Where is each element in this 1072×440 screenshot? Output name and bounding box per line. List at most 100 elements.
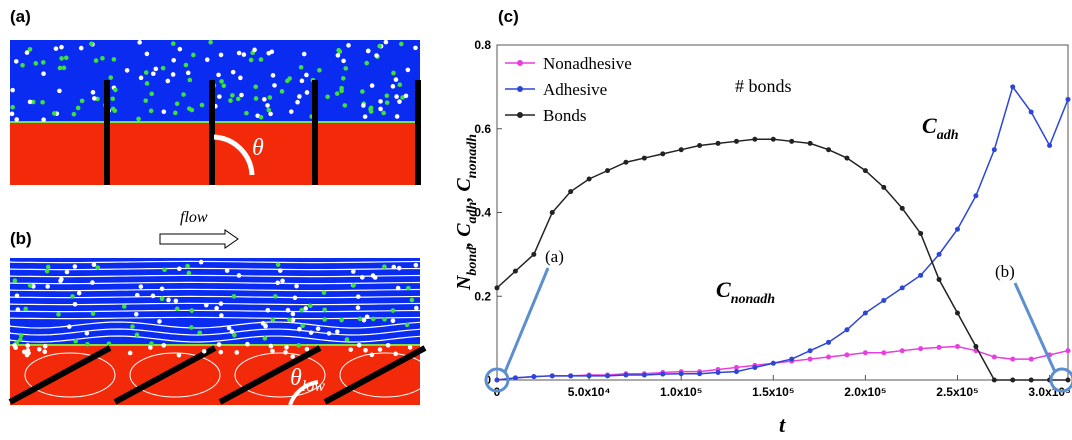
particle: [27, 283, 33, 288]
series-line: [496, 85, 1069, 381]
particle: [197, 330, 203, 336]
particle: [143, 70, 149, 75]
particle: [95, 265, 101, 270]
particle: [409, 297, 415, 303]
point: [954, 344, 960, 349]
annotation: Cnonadh: [716, 277, 775, 307]
point: [733, 364, 739, 370]
point: [862, 350, 868, 356]
particle: [221, 83, 227, 89]
x-tick-label: 5.0x10⁴: [568, 385, 611, 399]
point: [770, 360, 776, 366]
point: [826, 354, 832, 360]
y-tick-label: 0: [484, 373, 491, 387]
particle: [270, 73, 276, 78]
particle: [66, 324, 72, 329]
particle: [106, 341, 112, 346]
point: [918, 346, 924, 352]
particle: [91, 262, 97, 268]
particle: [30, 99, 36, 105]
particle: [183, 62, 189, 68]
particle: [149, 341, 154, 346]
particle: [143, 98, 149, 103]
legend-label: Adhesive: [543, 80, 607, 99]
point: [641, 372, 647, 378]
particle: [64, 269, 70, 275]
legend-swatch: [517, 60, 523, 66]
series-line: [496, 345, 1069, 381]
particle: [239, 92, 244, 98]
particle: [371, 316, 376, 322]
particle: [348, 347, 354, 352]
panel-a: [9, 39, 421, 185]
point: [899, 285, 905, 291]
particle: [144, 51, 150, 57]
particle: [382, 317, 387, 322]
particle: [326, 331, 332, 336]
particle: [189, 107, 195, 113]
particle: [303, 306, 309, 311]
particle: [72, 264, 78, 269]
y-label-part: , C: [453, 178, 475, 203]
particle: [275, 262, 281, 267]
particle: [217, 94, 222, 99]
particle: [304, 90, 310, 95]
particle: [137, 40, 142, 45]
post: [113, 345, 217, 405]
angle-label: θlow: [290, 365, 325, 395]
legend-label: Nonadhesive: [543, 54, 632, 73]
particle: [290, 354, 295, 359]
legend-swatch: [517, 86, 523, 92]
particle: [290, 311, 296, 317]
angle-label: θ: [252, 135, 264, 161]
particle: [351, 283, 356, 288]
arrow: [1013, 282, 1057, 373]
fluid: [10, 258, 420, 345]
point: [936, 344, 942, 350]
particle: [161, 109, 167, 115]
particle: [382, 264, 387, 270]
particle: [355, 294, 361, 299]
point: [881, 297, 887, 303]
point: [807, 356, 813, 362]
streamline: [9, 295, 421, 299]
point: [918, 230, 924, 236]
particle: [73, 338, 78, 344]
particle: [404, 322, 410, 328]
point: [881, 184, 887, 190]
post: [8, 345, 112, 405]
particle: [262, 97, 267, 102]
particle: [228, 98, 233, 103]
vortex: [129, 352, 221, 398]
particle: [13, 345, 18, 350]
particle: [42, 349, 48, 355]
particle: [10, 87, 15, 93]
particle: [165, 78, 171, 84]
point: [1065, 96, 1071, 102]
particle: [134, 292, 140, 298]
point: [512, 268, 518, 274]
particle: [270, 317, 276, 322]
x-tick-label: 3.0x10⁵: [1028, 385, 1070, 399]
particle: [224, 268, 230, 273]
post: [312, 80, 318, 185]
particle: [204, 57, 210, 62]
particle: [369, 352, 375, 358]
flow-label: flow: [180, 209, 208, 226]
particle: [377, 347, 383, 352]
particle: [216, 72, 221, 78]
particle: [299, 78, 305, 84]
panel-label: (a): [10, 7, 31, 26]
point: [936, 251, 942, 257]
particle: [343, 66, 349, 71]
particle: [285, 78, 290, 84]
annotation: (a): [545, 247, 564, 266]
particle: [369, 83, 375, 88]
point: [586, 176, 592, 182]
particle: [113, 87, 118, 93]
particle: [253, 84, 259, 90]
legend-label: Bonds: [543, 106, 586, 125]
point: [844, 155, 850, 161]
particle: [390, 308, 396, 313]
particle: [365, 48, 371, 54]
